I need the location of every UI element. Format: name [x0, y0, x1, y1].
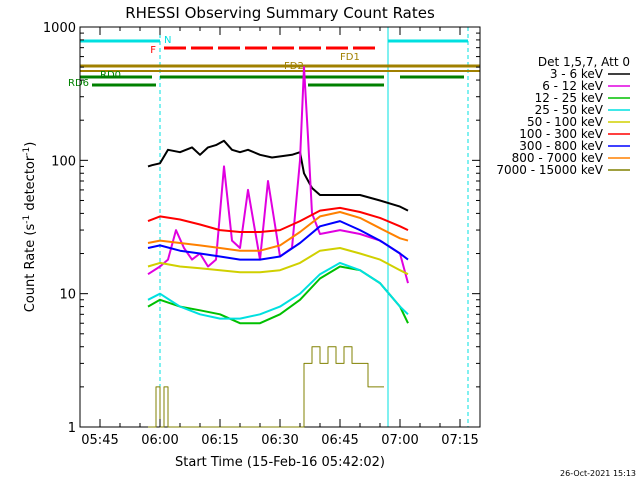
flare-label: F	[150, 45, 156, 56]
y-axis-label: Count Rate (s-1 detector-1)	[22, 142, 38, 313]
legend-header: Det 1,5,7, Att 0	[538, 55, 630, 69]
x-tick-label: 06:30	[261, 433, 298, 448]
legend-entry-label: 300 - 800 keV	[519, 139, 603, 153]
series-line-7	[147, 211, 409, 252]
footer-date: 26-Oct-2021 15:13	[560, 469, 636, 478]
rd6-label: RD6	[68, 78, 89, 89]
y-tick-label: 1	[68, 421, 76, 436]
x-tick-label: 07:00	[381, 433, 418, 448]
observing-annotations: NF FD1 FD2 RD0 RD6	[68, 27, 480, 427]
x-tick-label: 07:15	[441, 433, 478, 448]
legend-entry-label: 50 - 100 keV	[527, 115, 604, 129]
y-tick-label: 10	[59, 288, 76, 303]
series-line-6	[147, 220, 409, 261]
y-tick-label: 1000	[43, 21, 76, 36]
rd0-label: RD0	[100, 70, 121, 81]
plot-frame	[79, 26, 481, 428]
series-line-8	[148, 346, 384, 428]
fd1-label: FD1	[340, 52, 360, 63]
legend-entry-label: 7000 - 15000 keV	[496, 163, 603, 177]
legend-entry-label: 12 - 25 keV	[535, 91, 604, 105]
legend-entry-label: 100 - 300 keV	[519, 127, 603, 141]
legend-entry-label: 800 - 7000 keV	[512, 151, 604, 165]
x-tick-label: 06:45	[321, 433, 358, 448]
legend-entry-label: 25 - 50 keV	[535, 103, 604, 117]
x-tick-label: 06:15	[201, 433, 238, 448]
legend-entry-label: 3 - 6 keV	[550, 67, 604, 81]
series-line-4	[147, 247, 409, 276]
x-axis-label: Start Time (15-Feb-16 05:42:02)	[175, 455, 385, 470]
chart-title: RHESSI Observing Summary Count Rates	[125, 4, 435, 22]
series-line-3	[147, 261, 409, 320]
legend-entry-label: 6 - 12 keV	[542, 79, 604, 93]
x-tick-label: 05:45	[81, 433, 118, 448]
fd2-label: FD2	[284, 61, 304, 72]
series-line-5	[147, 206, 409, 233]
x-tick-label: 06:00	[141, 433, 178, 448]
night-label: N	[164, 35, 171, 46]
y-axis: 1 10 100 1000	[43, 21, 480, 436]
x-axis: 05:45 06:00 06:15 06:30 06:45 07:00 07:15	[79, 27, 481, 448]
series-layer	[147, 66, 409, 428]
y-tick-label: 100	[51, 154, 76, 169]
series-line-0	[147, 139, 409, 212]
